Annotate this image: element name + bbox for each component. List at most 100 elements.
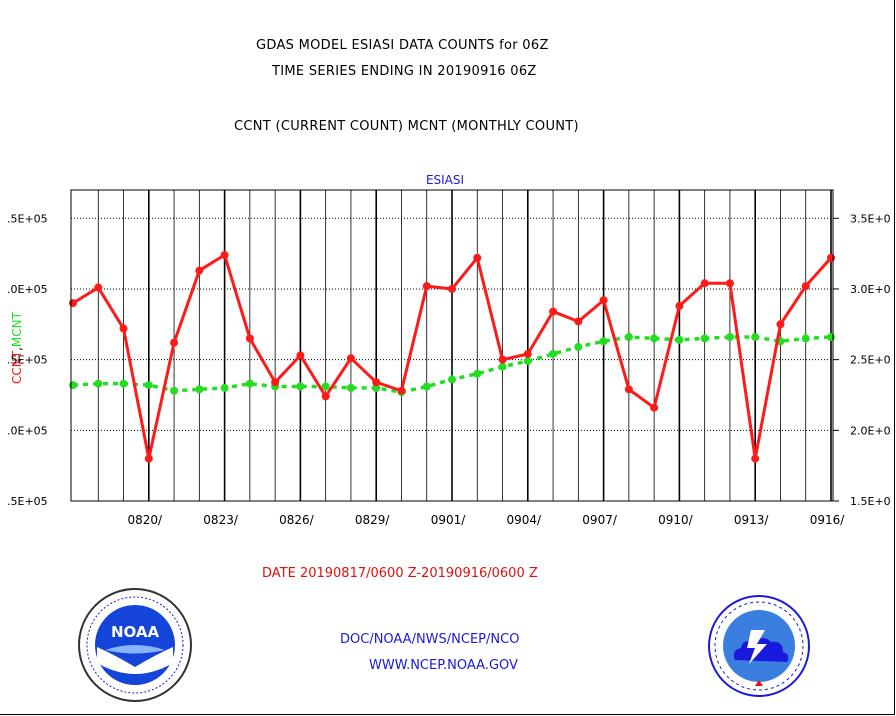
data-point-mcnt — [523, 357, 532, 366]
y-tick-label-right: 3.0E+0 — [850, 283, 891, 296]
data-point-ccnt — [650, 403, 659, 412]
data-point-ccnt — [700, 279, 709, 288]
data-point-mcnt — [473, 369, 482, 378]
data-point-mcnt — [195, 385, 204, 394]
data-point-ccnt — [751, 454, 760, 463]
data-point-ccnt — [776, 320, 785, 329]
data-point-ccnt — [69, 299, 77, 308]
data-point-ccnt — [801, 282, 810, 291]
data-point-ccnt — [498, 355, 507, 364]
figure-title: GDAS MODEL ESIASI DATA COUNTS for 06Z — [256, 38, 549, 53]
data-point-mcnt — [422, 382, 431, 391]
data-point-ccnt — [523, 349, 532, 358]
data-point-ccnt — [94, 283, 103, 292]
data-point-ccnt — [119, 324, 128, 333]
data-point-ccnt — [675, 301, 684, 310]
y-tick-label-right: 3.5E+0 — [850, 212, 891, 225]
data-point-mcnt — [321, 382, 330, 391]
data-point-mcnt — [220, 383, 229, 392]
data-point-ccnt — [195, 266, 204, 275]
data-point-ccnt — [296, 351, 305, 360]
website-label: WWW.NCEP.NOAA.GOV — [369, 658, 518, 673]
data-point-ccnt — [271, 378, 280, 387]
data-point-mcnt — [372, 383, 381, 392]
data-point-ccnt — [144, 454, 153, 463]
date-range-label: DATE 20190817/0600 Z-20190916/0600 Z — [262, 566, 538, 581]
data-point-ccnt — [220, 251, 229, 260]
data-point-mcnt — [650, 334, 659, 343]
x-tick-label: 0820/ — [128, 513, 164, 527]
organization-label: DOC/NOAA/NWS/NCEP/NCO — [340, 632, 520, 647]
data-point-ccnt — [397, 386, 406, 395]
y-tick-label-right: 1.5E+0 — [850, 495, 891, 508]
y-tick-label-left: .0E+05 — [7, 283, 48, 296]
data-point-ccnt — [422, 282, 431, 291]
x-tick-label: 0910/ — [658, 513, 694, 527]
data-point-mcnt — [144, 381, 153, 390]
x-tick-label: 0904/ — [507, 513, 543, 527]
figure-subtitle: TIME SERIES ENDING IN 20190916 06Z — [272, 64, 537, 79]
data-point-mcnt — [69, 381, 77, 390]
y-tick-label-left: .5E+05 — [7, 212, 48, 225]
y-axis-label-mcnt: MCNT — [10, 311, 24, 347]
data-point-mcnt — [827, 333, 835, 342]
data-point-ccnt — [549, 307, 558, 316]
data-point-mcnt — [296, 382, 305, 391]
data-point-mcnt — [675, 335, 684, 344]
y-tick-label-left: .5E+05 — [7, 495, 48, 508]
x-tick-label: 0829/ — [355, 513, 391, 527]
y-tick-label-right: 2.5E+0 — [850, 354, 891, 367]
data-point-ccnt — [473, 253, 482, 262]
data-point-ccnt — [574, 317, 583, 326]
data-point-mcnt — [346, 383, 355, 392]
data-point-ccnt — [372, 378, 381, 387]
national-weather-service-logo — [708, 595, 810, 697]
noaa-logo-text: NOAA — [111, 623, 160, 641]
plot-area-border — [70, 189, 834, 502]
data-point-mcnt — [94, 379, 103, 388]
tick-labels: .5E+05 3.5E+0 .0E+05 3.0E+0 .5E+05 2.5E+0 .0E+… — [7, 212, 891, 527]
x-tick-label: 0916/ — [810, 513, 846, 527]
data-point-ccnt — [827, 253, 835, 262]
data-point-ccnt — [599, 296, 608, 305]
svg-text:CCNT,MCNT: CCNT,MCNT — [10, 311, 24, 384]
data-point-mcnt — [599, 337, 608, 346]
data-point-ccnt — [725, 279, 734, 288]
data-point-mcnt — [725, 333, 734, 342]
y-axis-label: CCNT,MCNT — [10, 311, 24, 384]
figure-legend-description: CCNT (CURRENT COUNT) MCNT (MONTHLY COUNT… — [234, 119, 579, 134]
data-point-ccnt — [170, 338, 179, 347]
x-tick-label: 0913/ — [734, 513, 770, 527]
y-axis-label-ccnt: CCNT — [10, 350, 24, 384]
y-tick-label-right: 2.0E+0 — [850, 424, 891, 437]
y-tick-label-left: .5E+05 — [7, 354, 48, 367]
data-point-mcnt — [245, 379, 254, 388]
series-layer — [69, 251, 835, 463]
data-point-mcnt — [119, 379, 128, 388]
chart-title: ESIASI — [426, 173, 464, 187]
data-point-mcnt — [549, 349, 558, 358]
data-point-mcnt — [498, 362, 507, 371]
x-tick-label: 0823/ — [203, 513, 239, 527]
data-point-mcnt — [448, 375, 456, 384]
data-point-mcnt — [170, 386, 179, 395]
data-point-ccnt — [321, 392, 330, 401]
data-point-mcnt — [751, 333, 760, 342]
data-point-ccnt — [448, 284, 456, 293]
x-tick-label: 0826/ — [279, 513, 315, 527]
data-point-ccnt — [624, 385, 633, 394]
data-point-mcnt — [624, 333, 633, 342]
data-point-mcnt — [801, 334, 810, 343]
x-tick-label: 0907/ — [582, 513, 618, 527]
y-tick-label-left: .0E+05 — [7, 424, 48, 437]
y-axis-label-separator: , — [10, 347, 24, 351]
grid-lines — [71, 190, 839, 502]
data-point-mcnt — [574, 342, 583, 351]
data-point-ccnt — [346, 354, 355, 363]
noaa-logo: NOAA — [78, 588, 192, 702]
data-point-ccnt — [245, 334, 254, 343]
x-tick-label: 0901/ — [431, 513, 467, 527]
data-point-mcnt — [700, 334, 709, 343]
